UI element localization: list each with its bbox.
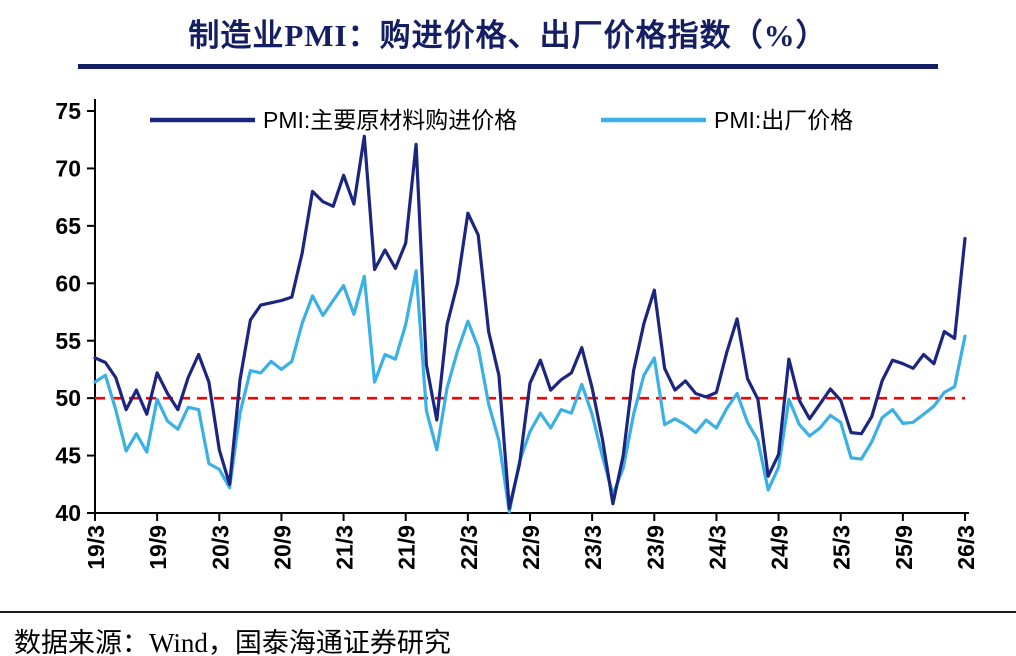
- legend-label-purchase-price: PMI:主要原材料购进价格: [263, 107, 517, 133]
- pmi-line-chart: 40 45 50 55 60 65 70 75 19/3 19/9 20/3 20/9 21/3 21/9…: [55, 98, 979, 570]
- x-tick-label: 23/9: [642, 525, 668, 570]
- x-tick-label: 25/3: [829, 525, 855, 570]
- x-tick-label: 23/3: [580, 525, 606, 570]
- x-tick-label: 25/9: [891, 525, 917, 570]
- data-source-footer: 数据来源：Wind，国泰海通证券研究: [0, 611, 1016, 656]
- x-tick-label: 19/9: [145, 525, 171, 570]
- y-tick-label: 70: [55, 155, 81, 181]
- plot-layer: 40 45 50 55 60 65 70 75 19/3 19/9 20/3 20/9 21/3 21/9…: [55, 98, 979, 570]
- legend: PMI:主要原材料购进价格 PMI:出厂价格: [150, 107, 853, 133]
- y-tick-label: 40: [55, 500, 81, 526]
- y-tick-label: 60: [55, 270, 81, 296]
- x-tick-label: 24/3: [704, 525, 730, 570]
- x-tick-label: 20/3: [207, 525, 233, 570]
- y-tick-label: 55: [55, 328, 81, 354]
- x-tick-label: 26/3: [953, 525, 979, 570]
- chart-area: 40 45 50 55 60 65 70 75 19/3 19/9 20/3 20/9 21/3 21/9…: [0, 71, 1016, 611]
- x-tick-label: 24/9: [767, 525, 793, 570]
- series-line-purchase-price: [93, 134, 967, 510]
- y-tick-label: 65: [55, 213, 81, 239]
- x-tick-label: 22/9: [518, 525, 544, 570]
- series-line-output-price: [93, 269, 967, 514]
- title-block: 制造业PMI：购进价格、出厂价格指数（%）: [78, 6, 938, 69]
- y-tick-label: 45: [55, 443, 81, 469]
- x-tick-label: 20/9: [269, 525, 295, 570]
- x-tick-label: 21/9: [394, 525, 420, 570]
- chart-title: 制造业PMI：购进价格、出厂价格指数（%）: [188, 18, 828, 53]
- x-tick-label: 22/3: [456, 525, 482, 570]
- x-tick-label: 19/3: [83, 525, 109, 570]
- y-tick-label: 50: [55, 385, 81, 411]
- x-tick-label: 21/3: [332, 525, 358, 570]
- legend-label-output-price: PMI:出厂价格: [714, 107, 853, 133]
- y-tick-label: 75: [55, 98, 81, 124]
